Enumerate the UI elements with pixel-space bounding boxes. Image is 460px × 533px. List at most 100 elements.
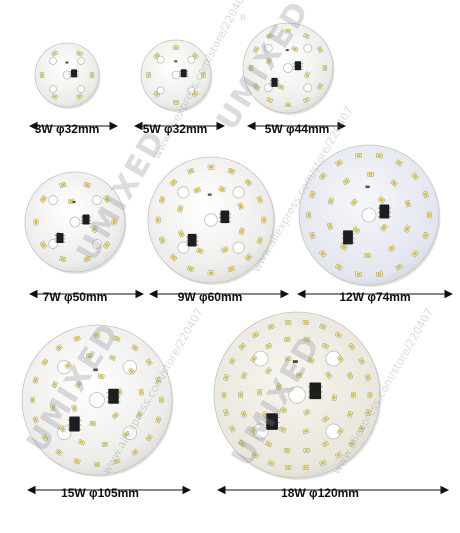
- smd-led: [266, 96, 273, 104]
- smd-led: [350, 198, 358, 207]
- smd-led: [30, 396, 35, 404]
- smd-led: [76, 93, 83, 100]
- resistor: [65, 61, 69, 64]
- smd-led: [390, 179, 398, 187]
- resistor: [365, 185, 370, 189]
- led-board-8: [213, 311, 382, 480]
- smd-led: [291, 46, 299, 52]
- led-board-3: [242, 22, 335, 115]
- mount-hole: [303, 83, 313, 93]
- smd-led: [73, 335, 81, 342]
- smd-led: [103, 195, 111, 203]
- smd-led: [309, 231, 316, 240]
- smd-led: [238, 439, 246, 447]
- smd-led: [302, 319, 310, 326]
- smd-led: [76, 50, 83, 57]
- smd-led: [229, 357, 236, 365]
- smd-led: [322, 65, 328, 71]
- smd-led: [83, 181, 91, 188]
- smd-led: [302, 464, 310, 471]
- resistor: [285, 49, 289, 52]
- smd-led: [178, 230, 185, 238]
- smd-led: [265, 342, 273, 350]
- smd-led: [316, 46, 324, 53]
- driver-chip: [293, 61, 303, 71]
- smd-led: [316, 83, 324, 90]
- smd-led: [303, 336, 311, 343]
- smd-led: [405, 200, 411, 208]
- smd-led: [377, 196, 386, 204]
- smd-led: [331, 394, 337, 401]
- smd-led: [112, 412, 119, 419]
- smd-led: [411, 172, 419, 180]
- smd-led: [89, 72, 95, 78]
- led-board-2: [140, 39, 213, 112]
- smd-led: [275, 383, 282, 391]
- led-board-4: [24, 171, 127, 274]
- driver-chip: [106, 388, 121, 404]
- smd-led: [422, 231, 429, 240]
- smd-led: [39, 195, 47, 203]
- smd-led: [376, 152, 383, 159]
- resistor: [207, 193, 212, 196]
- caption-b7: 15W φ105mm: [61, 486, 139, 500]
- mount-hole: [232, 241, 245, 254]
- smd-led: [380, 223, 388, 232]
- smd-led: [319, 250, 327, 258]
- smd-led: [111, 218, 117, 226]
- smd-led: [284, 319, 292, 326]
- smd-led: [340, 243, 348, 251]
- smd-led: [261, 216, 267, 224]
- caption-b2: 5W φ32mm: [142, 122, 208, 136]
- smd-led: [285, 28, 291, 34]
- smd-led: [192, 52, 199, 59]
- smd-led: [426, 211, 432, 219]
- smd-led: [51, 381, 58, 389]
- smd-led: [71, 404, 78, 412]
- smd-led: [395, 159, 403, 167]
- smd-led: [319, 172, 327, 180]
- smd-led: [252, 451, 259, 459]
- smd-led: [411, 250, 419, 258]
- smd-led: [173, 45, 179, 50]
- smd-led: [223, 374, 229, 381]
- smd-led: [252, 331, 259, 339]
- smd-led: [307, 357, 315, 364]
- smd-led: [173, 100, 179, 105]
- smd-led: [367, 171, 374, 177]
- smd-led: [136, 411, 143, 419]
- smd-led: [93, 333, 101, 338]
- smd-led: [355, 152, 362, 159]
- smd-led: [355, 271, 362, 278]
- smd-led: [365, 374, 371, 381]
- smd-led: [302, 428, 310, 435]
- smd-led: [159, 396, 164, 404]
- led-board-1: [34, 42, 101, 109]
- smd-led: [256, 196, 264, 204]
- smd-led: [155, 416, 162, 424]
- smd-led: [238, 343, 246, 351]
- smd-led: [103, 241, 111, 249]
- smd-led: [267, 323, 275, 330]
- smd-led: [145, 358, 153, 366]
- smd-led: [404, 225, 411, 233]
- resistor: [72, 201, 76, 203]
- mount-hole: [48, 195, 58, 205]
- driver-chip: [269, 77, 280, 87]
- smd-led: [325, 371, 332, 379]
- driver-chip: [179, 69, 189, 78]
- smd-led: [364, 253, 371, 259]
- smd-led: [83, 256, 91, 263]
- smd-led: [64, 362, 72, 369]
- led-board-5: [147, 156, 276, 285]
- smd-led: [237, 202, 244, 210]
- smd-led: [284, 464, 292, 471]
- smd-led: [78, 439, 86, 446]
- smd-led: [187, 265, 195, 273]
- smd-led: [101, 441, 109, 447]
- led-board-6: [298, 144, 441, 287]
- smd-led: [192, 91, 199, 98]
- smd-led: [342, 177, 350, 185]
